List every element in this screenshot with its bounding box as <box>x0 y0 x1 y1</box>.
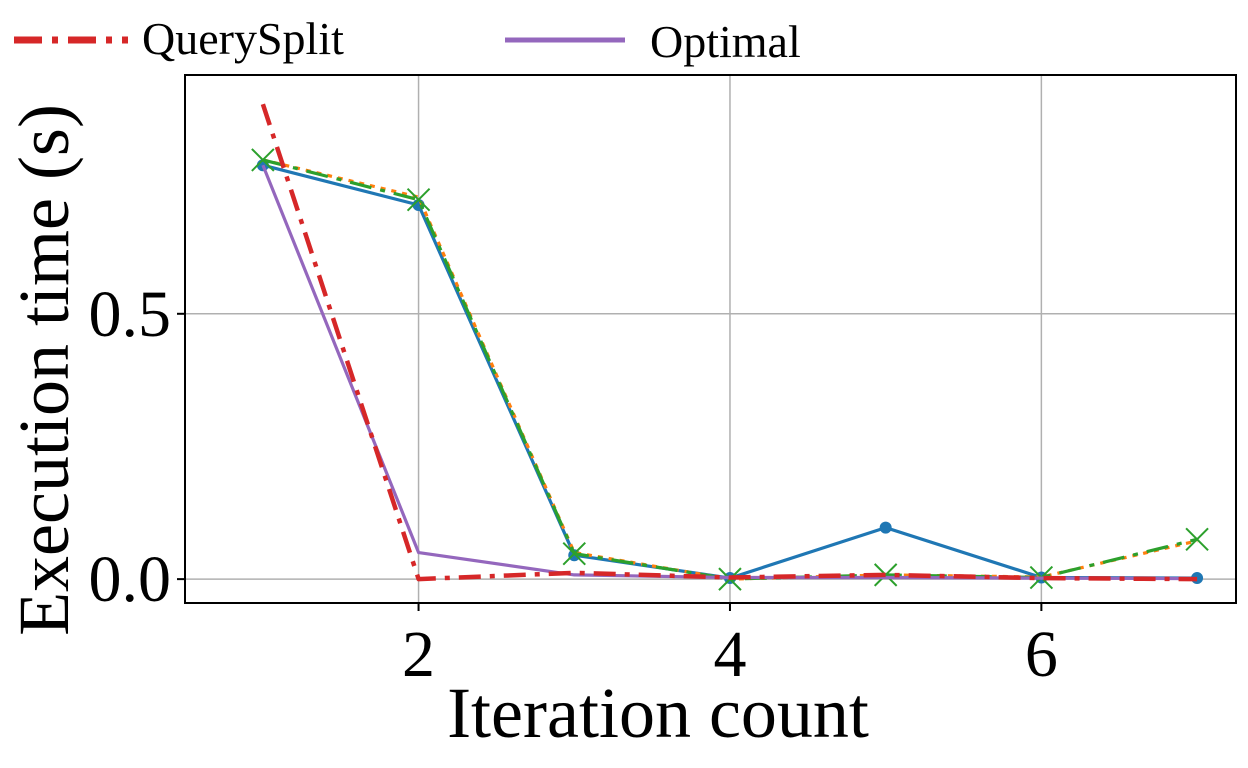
series-querysplit <box>260 103 1198 582</box>
data-point <box>251 148 275 172</box>
x-axis-label: Iteration count <box>447 673 869 753</box>
data-point <box>406 187 431 212</box>
x-tick-label: 4 <box>713 618 746 691</box>
series-layer <box>251 103 1209 591</box>
data-point <box>562 541 586 566</box>
data-point <box>879 521 892 534</box>
grid <box>185 75 1236 603</box>
series-line <box>260 103 1198 582</box>
y-axis-label: Execution time (s) <box>4 104 84 636</box>
y-tick-label: 0.5 <box>89 278 172 351</box>
ticks: 2 4 6 0.0 0.5 <box>89 278 1058 691</box>
y-tick-label: 0.0 <box>89 543 172 616</box>
legend-label-optimal: Optimal <box>650 16 801 67</box>
x-tick-label: 2 <box>402 618 435 691</box>
data-point <box>1185 527 1209 552</box>
legend-label-querysplit: QuerySplit <box>142 13 344 64</box>
x-tick-label: 6 <box>1025 618 1058 691</box>
data-point <box>873 563 898 587</box>
legend: QuerySplit Optimal <box>14 13 801 67</box>
plot-frame <box>184 74 1237 604</box>
